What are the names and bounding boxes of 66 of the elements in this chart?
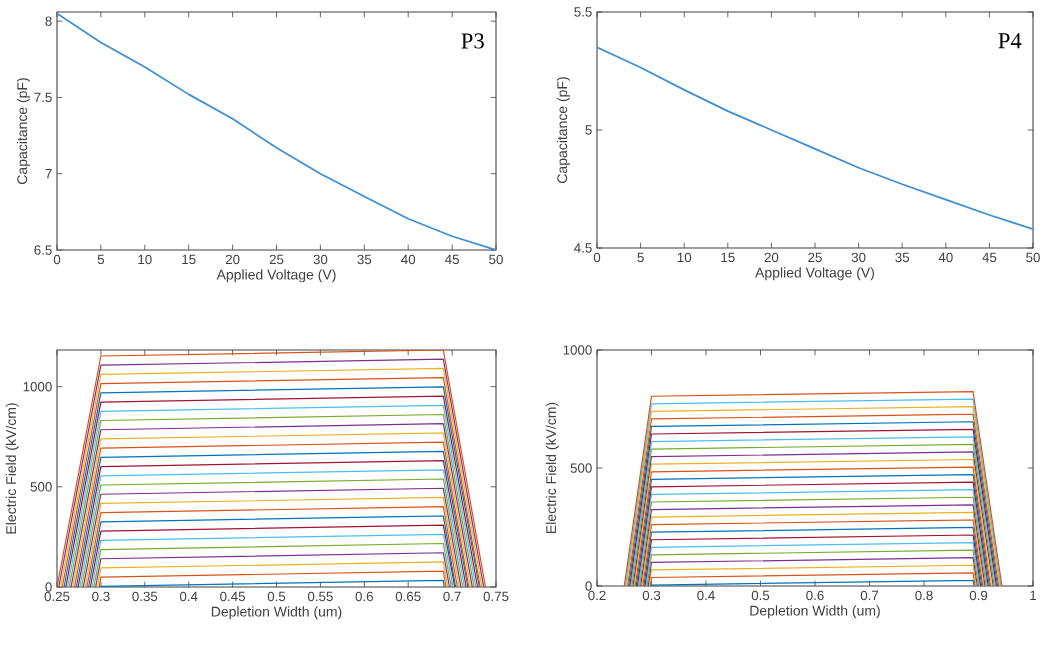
x-tick-label: 0.3	[642, 590, 661, 601]
x-tick-label: 0.35	[132, 591, 158, 602]
y-tick-label: 5.5	[574, 7, 592, 17]
x-tick-label: 0.25	[44, 591, 70, 602]
x-axis-title: Applied Voltage (V)	[216, 269, 336, 283]
x-tick-label: 25	[269, 254, 284, 265]
x-tick-label: 25	[808, 252, 822, 263]
x-tick-label: 0.9	[969, 590, 988, 601]
x-tick-label: 0	[53, 254, 61, 265]
y-tick-label: 500	[570, 463, 592, 473]
y-axis-title: Capacitance (pF)	[16, 78, 30, 184]
x-tick-label: 0	[593, 252, 601, 263]
x-axis-title: Depletion Width (um)	[211, 606, 342, 620]
y-tick-label: 5	[585, 125, 592, 135]
x-tick-label: 30	[851, 252, 866, 263]
x-tick-label: 0.8	[915, 590, 933, 601]
y-tick-label: 4.5	[574, 243, 592, 253]
y-axis-title: Electric Field (kV/cm)	[545, 402, 559, 533]
x-tick-label: 0.2	[588, 590, 606, 601]
line-series	[57, 12, 496, 250]
y-tick-label: 7	[45, 169, 52, 179]
x-tick-label: 50	[1026, 252, 1040, 263]
y-tick-label: 6.5	[34, 245, 52, 255]
y-tick-label: 1000	[23, 381, 52, 392]
y-tick-label: 7.5	[34, 92, 52, 103]
x-tick-label: 40	[401, 254, 416, 265]
x-tick-label: 35	[357, 254, 372, 265]
y-tick-label: 500	[30, 482, 52, 492]
annotation: P4	[998, 33, 1022, 49]
x-tick-label: 45	[445, 254, 459, 265]
x-tick-label: 0.3	[92, 591, 110, 602]
x-tick-label: 50	[489, 254, 503, 265]
x-tick-label: 20	[764, 252, 779, 263]
x-tick-label: 0.7	[860, 590, 879, 601]
y-tick-label: 1000	[563, 345, 592, 355]
x-tick-label: 0.5	[267, 591, 286, 602]
y-tick-label: 8	[45, 16, 52, 26]
x-tick-label: 0.55	[307, 591, 333, 602]
x-tick-label: 0.7	[443, 591, 461, 602]
y-tick-label: 0	[585, 581, 592, 591]
x-tick-label: 40	[938, 252, 953, 263]
x-tick-label: 5	[637, 252, 644, 263]
x-tick-label: 10	[138, 254, 152, 265]
y-axis-title: Electric Field (kV/cm)	[5, 403, 19, 534]
x-tick-label: 20	[225, 254, 240, 265]
y-tick-label: 0	[45, 582, 52, 592]
x-tick-label: 15	[721, 252, 735, 263]
x-tick-label: 30	[313, 254, 328, 265]
x-tick-label: 0.45	[220, 591, 246, 602]
x-tick-label: 45	[982, 252, 997, 263]
x-tick-label: 0.6	[355, 591, 373, 602]
x-tick-label: 5	[97, 254, 105, 265]
y-axis-title: Capacitance (pF)	[556, 77, 570, 183]
x-tick-label: 35	[895, 252, 910, 263]
x-tick-label: 15	[182, 254, 196, 265]
x-tick-label: 0.75	[483, 591, 509, 602]
x-tick-label: 0.65	[395, 591, 421, 602]
x-tick-label: 0.6	[806, 590, 824, 601]
x-axis-title: Applied Voltage (V)	[755, 267, 875, 281]
x-tick-label: 0.4	[179, 591, 198, 602]
annotation: P3	[461, 33, 484, 49]
x-tick-label: 10	[677, 252, 692, 263]
x-tick-label: 0.4	[697, 590, 715, 601]
x-tick-label: 0.5	[751, 590, 770, 601]
x-axis-title: Depletion Width (um)	[750, 605, 880, 619]
x-tick-label: 1	[1030, 590, 1037, 600]
